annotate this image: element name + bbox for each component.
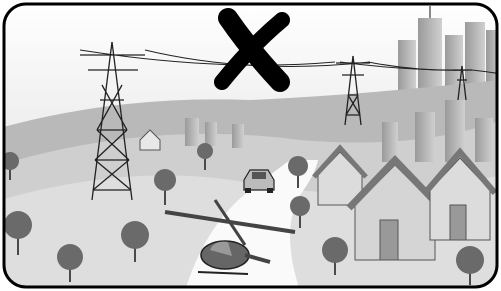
page: {} (0, 0, 501, 291)
scene (0, 0, 501, 291)
car (244, 170, 274, 193)
illustration (0, 0, 501, 291)
